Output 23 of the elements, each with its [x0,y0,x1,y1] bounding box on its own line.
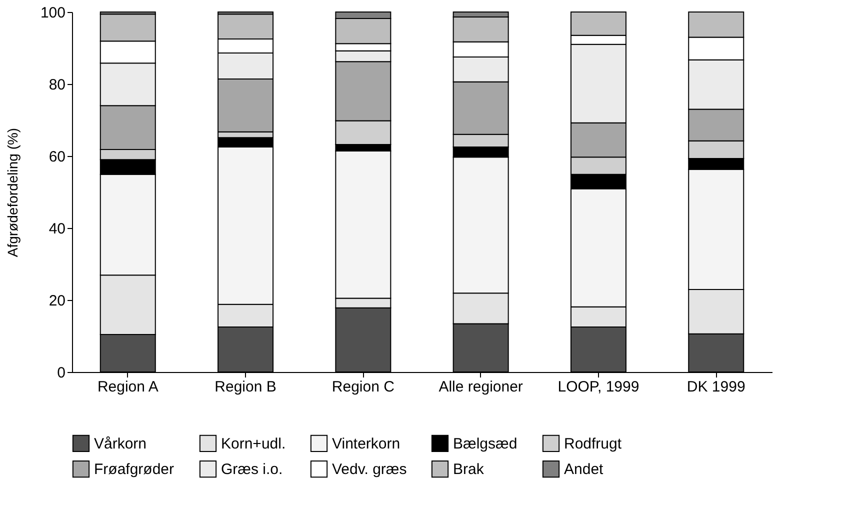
x-tick-label: Region C [332,378,395,396]
x-tick-label: LOOP, 1999 [558,378,640,396]
x-tick-label: Region B [214,378,276,396]
y-tick-label: 20 [48,292,66,310]
x-tick-label: Region A [97,378,158,396]
legend-label: Vårkorn [94,435,147,452]
y-tick-label: 80 [48,76,66,94]
legend-label: Brak [453,461,484,478]
x-tick-label: DK 1999 [686,378,746,396]
legend-label: Græs i.o. [221,461,283,478]
y-axis-title: Afgrødefordeling (%) [4,128,20,258]
legend-label: Andet [564,461,604,478]
legend-label: Korn+udl. [221,435,286,452]
y-tick-label: 100 [40,4,66,22]
legend-label: Vedv. græs [332,461,407,478]
legend-label: Frøafgrøder [94,461,174,478]
y-tick-label: 60 [48,148,66,166]
legend-label: Rodfrugt [564,435,622,452]
x-tick-label: Alle regioner [438,378,523,396]
legend-label: Vinterkorn [332,435,400,452]
y-tick-label: 0 [57,364,66,382]
y-tick-label: 40 [48,220,66,238]
legend-label: Bælgsæd [453,435,518,452]
